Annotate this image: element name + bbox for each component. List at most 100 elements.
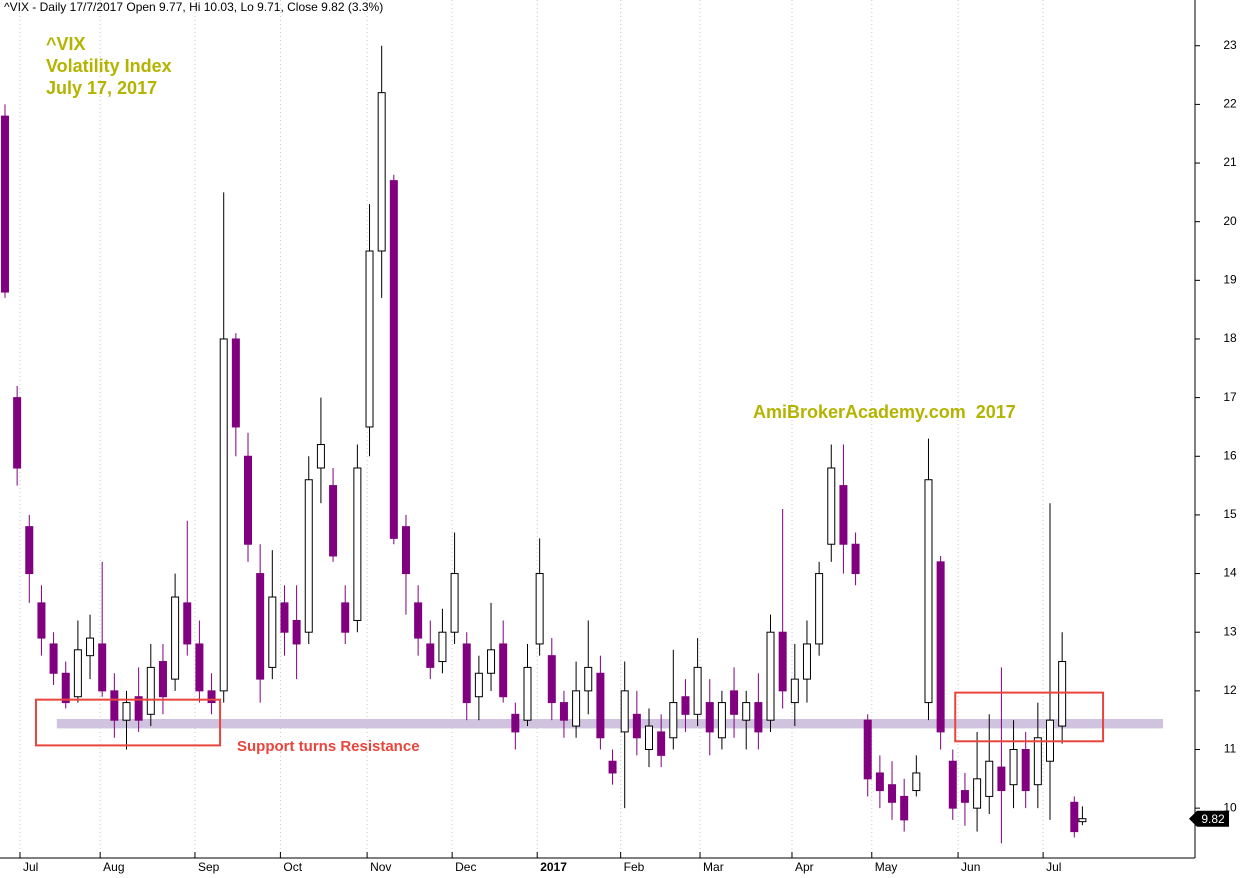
candle-body: [0, 115, 9, 293]
candle-body: [985, 760, 994, 797]
candle-body: [547, 655, 556, 704]
y-tick-label: 12: [1223, 683, 1237, 697]
candle-body: [778, 631, 787, 692]
watermark: AmiBrokerAcademy.com 2017: [753, 402, 1016, 422]
x-tick-label: May: [875, 860, 898, 874]
y-tick-label: 18: [1223, 331, 1237, 345]
candle-body: [219, 338, 228, 692]
highlight-box: [954, 691, 1105, 743]
candle-body: [620, 690, 629, 733]
y-tick-label: 21: [1223, 155, 1237, 169]
x-tick-label: Aug: [103, 860, 124, 874]
candle-body: [1070, 801, 1079, 833]
candle-body: [827, 467, 836, 545]
candle-body: [997, 766, 1006, 792]
candle-body: [353, 467, 362, 621]
candle-body: [304, 479, 313, 633]
candle-body: [742, 702, 751, 721]
candle-body: [717, 702, 726, 739]
y-tick-label: 17: [1223, 390, 1237, 404]
x-tick-label: Feb: [624, 860, 645, 874]
candle-body: [146, 666, 155, 715]
x-tick-label: Mar: [703, 860, 724, 874]
candle-body: [474, 672, 483, 698]
axis-layer: [0, 0, 1200, 859]
candle-body: [86, 637, 95, 657]
candle-body: [1009, 749, 1018, 786]
candle-body: [1078, 818, 1087, 823]
candle-layer: [0, 45, 1087, 844]
candle-body: [195, 643, 204, 692]
box-note: Support turns Resistance: [237, 738, 420, 755]
candle-body: [98, 643, 107, 692]
candle-body: [936, 561, 945, 733]
candle-body: [171, 596, 180, 680]
candle-body: [584, 666, 593, 692]
candle-body: [523, 666, 532, 721]
y-tick-label: 14: [1223, 566, 1237, 580]
candle-body: [851, 543, 860, 575]
candle-body: [802, 643, 811, 680]
candle-body: [268, 596, 277, 668]
x-tick-label: 2017: [540, 860, 567, 874]
x-tick-label: Apr: [795, 860, 814, 874]
annotation: July 17, 2017: [46, 78, 157, 98]
x-tick-label: Sep: [198, 860, 220, 874]
candle-body: [414, 602, 423, 639]
x-tick-label: Jul: [23, 860, 38, 874]
candle-body: [608, 760, 617, 774]
y-tick-label: 20: [1223, 214, 1237, 228]
x-tick-label: Jul: [1046, 860, 1061, 874]
candle-body: [730, 690, 739, 715]
candle-body: [487, 649, 496, 674]
candle-body: [183, 602, 192, 645]
candle-body: [377, 92, 386, 252]
candle-body: [948, 760, 957, 809]
candle-body: [341, 602, 350, 633]
highlight-box: [34, 698, 222, 747]
candle-body: [766, 631, 775, 721]
candle-body: [158, 661, 167, 698]
candle-body: [693, 666, 702, 715]
y-tick-label: 11: [1224, 742, 1237, 756]
candle-body: [499, 643, 508, 698]
candle-body: [1021, 749, 1030, 792]
candle-body: [462, 643, 471, 704]
candle-body: [25, 526, 34, 575]
candle-body: [450, 573, 459, 633]
candle-body: [924, 479, 933, 704]
overlay-layer: [56, 719, 1164, 729]
candle-body: [401, 526, 410, 575]
candle-body: [875, 772, 884, 792]
candle-body: [559, 702, 568, 721]
candle-body: [960, 790, 969, 803]
candle-body: [900, 795, 909, 821]
candle-body: [596, 672, 605, 739]
candle-body: [973, 778, 982, 809]
candle-body: [389, 180, 398, 539]
annotation: Volatility Index: [46, 56, 172, 76]
last-price-marker: [1189, 810, 1229, 827]
candle-body: [645, 725, 654, 751]
y-tick-label: 15: [1223, 507, 1237, 521]
candle-body: [256, 573, 265, 680]
candle-body: [365, 250, 374, 428]
support-band: [56, 719, 1164, 729]
candle-body: [669, 702, 678, 739]
x-tick-label: Dec: [455, 860, 476, 874]
candle-body: [122, 702, 131, 721]
candle-body: [110, 690, 119, 721]
y-tick-label: 23: [1223, 38, 1237, 52]
y-tick-label: 13: [1223, 624, 1237, 638]
y-tick-label: 16: [1223, 448, 1237, 462]
candle-body: [329, 485, 338, 557]
y-tick-label: 22: [1223, 97, 1237, 111]
chart-header: ^VIX - Daily 17/7/2017 Open 9.77, Hi 10.…: [4, 0, 383, 14]
candle-body: [863, 719, 872, 780]
candle-body: [511, 713, 520, 733]
candle-body: [244, 455, 253, 545]
candle-body: [61, 672, 70, 704]
candle-body: [815, 573, 824, 645]
